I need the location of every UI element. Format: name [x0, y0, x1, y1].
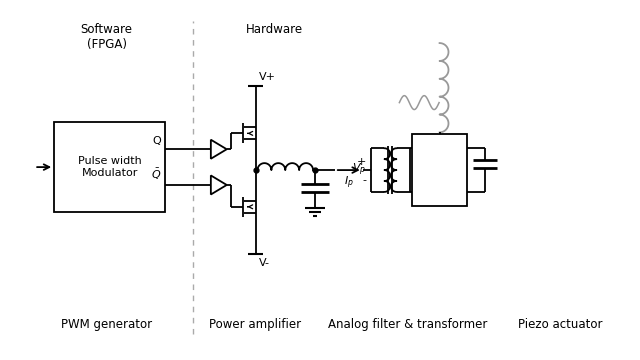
Polygon shape	[211, 140, 227, 159]
Text: Power amplifier: Power amplifier	[209, 318, 301, 331]
Text: Hardware: Hardware	[246, 23, 303, 36]
Text: $V_p$: $V_p$	[353, 162, 367, 178]
Text: $I_p$: $I_p$	[344, 175, 354, 192]
Polygon shape	[211, 175, 227, 194]
Bar	[412, 134, 467, 206]
Text: Q: Q	[152, 136, 161, 146]
Text: PWM generator: PWM generator	[61, 318, 152, 331]
Text: +: +	[357, 157, 367, 167]
Text: Piezo actuator: Piezo actuator	[518, 318, 602, 331]
Text: Analog filter & transformer: Analog filter & transformer	[328, 318, 487, 331]
Bar	[54, 122, 165, 212]
Text: -: -	[363, 175, 367, 185]
Text: $\bar{Q}$: $\bar{Q}$	[151, 167, 161, 182]
Text: Pulse width
Modulator: Pulse width Modulator	[78, 156, 141, 178]
Text: V+: V+	[259, 72, 275, 82]
Text: Software
(FPGA): Software (FPGA)	[81, 23, 132, 51]
Text: V-: V-	[259, 258, 269, 269]
